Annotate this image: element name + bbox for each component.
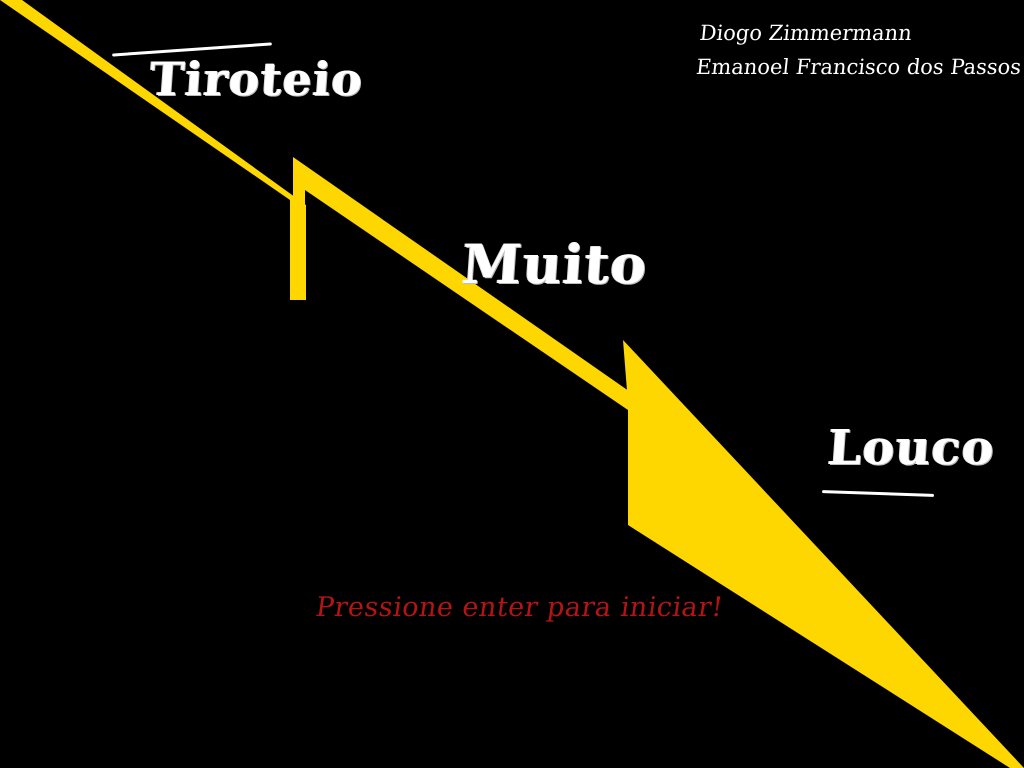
credits: Diogo Zimmermann Emanoel Francisco dos P…: [694, 16, 1024, 84]
start-prompt[interactable]: Pressione enter para iniciar!: [313, 592, 726, 623]
title-word-muito: Muito: [459, 232, 650, 296]
credit-author-1: Diogo Zimmermann: [698, 21, 914, 45]
title-word-tiroteio: Tiroteio: [148, 52, 366, 106]
title-word-louco: Louco: [826, 420, 997, 476]
credit-author-2: Emanoel Francisco dos Passos: [694, 55, 1023, 79]
